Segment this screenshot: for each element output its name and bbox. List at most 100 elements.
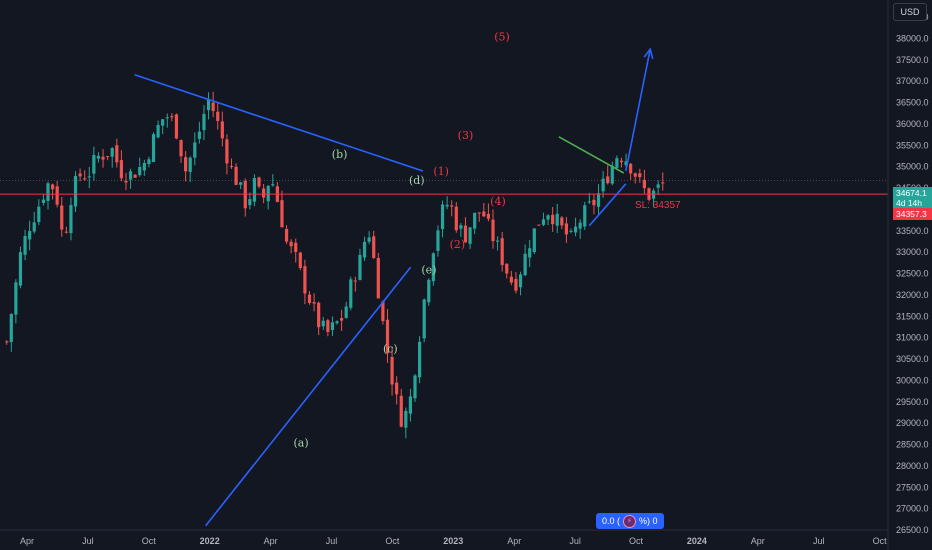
candle-body	[28, 231, 32, 240]
candle-body	[601, 178, 605, 192]
candle-body	[184, 157, 188, 172]
pnl-left: 0.0 (	[602, 516, 621, 526]
candle-body	[362, 241, 367, 258]
candle-body	[101, 156, 105, 160]
candle-body	[156, 125, 160, 138]
candle-body	[266, 185, 270, 202]
wave-label: (5)	[494, 31, 510, 44]
candle-body	[399, 395, 403, 427]
candle-body	[372, 236, 376, 258]
candle-body	[197, 131, 201, 139]
candle-body	[344, 306, 348, 318]
x-tick-label: Oct	[873, 536, 888, 546]
candle-body	[583, 205, 587, 227]
candle-body	[642, 179, 647, 189]
candle-body	[321, 320, 325, 327]
candle-body	[60, 205, 64, 230]
x-tick-label: Jul	[326, 536, 338, 546]
candle-body	[174, 114, 179, 139]
candle-body	[615, 158, 619, 168]
y-tick-label: 27500.0	[896, 482, 929, 492]
candle-body	[124, 180, 128, 183]
candle-body	[606, 176, 610, 184]
candle-body	[477, 212, 481, 214]
candle-body	[202, 113, 206, 131]
candle-body	[220, 121, 224, 139]
wave-label: (4)	[490, 195, 506, 208]
candle-body	[661, 182, 665, 184]
candle-body	[128, 171, 133, 180]
candle-body	[271, 184, 275, 186]
candle-body	[500, 238, 504, 265]
candle-body	[239, 182, 243, 185]
arrow-head	[643, 47, 654, 60]
candle-body	[624, 161, 628, 166]
candle-body	[463, 225, 468, 243]
candles	[5, 91, 665, 439]
wave-labels: SL: 34357 (a) (b) (c) (d) (e) (1) (2) (3) (4) (5)	[293, 31, 681, 450]
candle-body	[610, 165, 614, 184]
y-tick-label: 37500.0	[896, 55, 929, 65]
candle-body	[115, 145, 119, 163]
candle-body	[404, 410, 408, 428]
candle-body	[211, 102, 215, 111]
stop-loss-label: SL: 34357	[635, 200, 681, 211]
candle-body	[514, 278, 518, 291]
candle-body	[450, 205, 454, 207]
candle-body	[427, 279, 431, 303]
candle-body	[92, 155, 96, 174]
candle-body	[431, 253, 435, 282]
candle-body	[257, 177, 261, 187]
candle-body	[564, 223, 569, 235]
x-tick-label: Apr	[751, 536, 765, 546]
candle-body	[179, 139, 183, 157]
candle-body	[69, 205, 73, 234]
candle-body	[161, 119, 165, 126]
x-tick-label: 2022	[200, 536, 220, 546]
x-tick-label: 2023	[443, 536, 463, 546]
candle-body	[518, 274, 523, 288]
candle-body	[523, 253, 527, 276]
candle-body	[445, 204, 449, 207]
candle-body	[349, 279, 353, 308]
candle-body	[491, 219, 495, 242]
candle-body	[468, 227, 472, 244]
candle-body	[573, 226, 578, 233]
candle-body	[532, 228, 536, 253]
current-price-tag: 34674.1 4d 14h	[893, 187, 932, 209]
candle-body	[142, 162, 146, 171]
y-tick-label: 38000.0	[896, 33, 929, 43]
x-tick-label: 2024	[687, 536, 707, 546]
y-tick-label: 30500.0	[896, 354, 929, 364]
candle-body	[18, 252, 23, 286]
candle-body	[252, 178, 257, 202]
candle-body	[413, 375, 417, 399]
pnl-right: %) 0	[639, 516, 658, 526]
x-tick-label: Jul	[569, 536, 581, 546]
y-tick-label: 36500.0	[896, 98, 929, 108]
stop-loss-price-tag: 34357.3	[893, 208, 932, 220]
candle-body	[560, 217, 564, 226]
y-tick-label: 27000.0	[896, 504, 929, 514]
y-tick-label: 35000.0	[896, 162, 929, 172]
candle-body	[330, 322, 335, 331]
candle-body	[307, 294, 312, 303]
candle-body	[23, 236, 27, 255]
candle-body	[151, 134, 156, 163]
candle-body	[353, 280, 357, 282]
wave-label: (2)	[450, 238, 466, 251]
y-tick-label: 37000.0	[896, 76, 929, 86]
candle-body	[546, 215, 550, 220]
candle-body	[14, 282, 18, 315]
y-tick-label: 28000.0	[896, 461, 929, 471]
candle-body	[578, 222, 582, 229]
currency-selector[interactable]: USD	[893, 3, 927, 21]
pnl-counter[interactable]: 0.0 ( ⚡ %) 0	[596, 513, 664, 529]
projection-arrow	[625, 48, 651, 172]
y-tick-label: 36000.0	[896, 119, 929, 129]
candle-body	[110, 148, 114, 157]
candle-body	[551, 214, 555, 225]
candle-body	[509, 276, 513, 283]
